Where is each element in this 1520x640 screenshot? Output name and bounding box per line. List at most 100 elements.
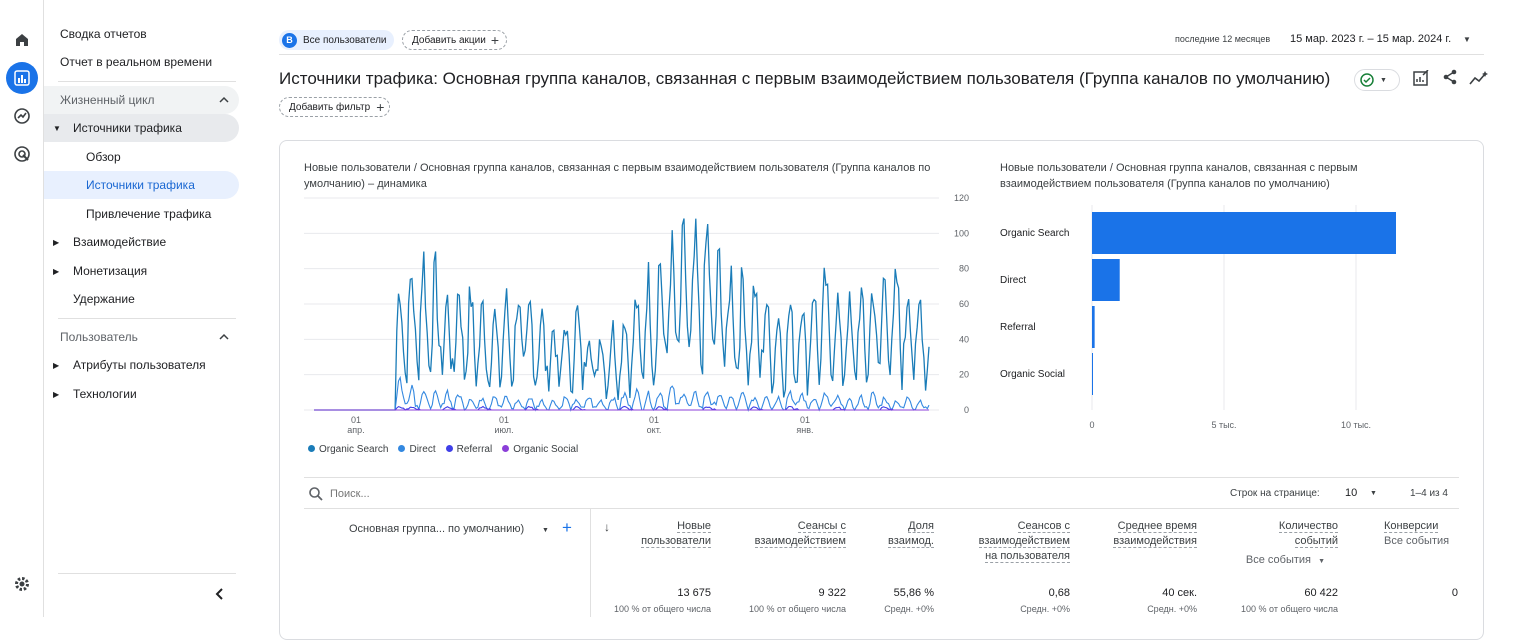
table-header-divider	[304, 508, 1459, 509]
caret-right-icon[interactable]: ▶	[53, 361, 60, 370]
sidebar-item-user-attributes[interactable]: Атрибуты пользователя	[73, 358, 206, 372]
x-tick-label: 5 тыс.	[1211, 420, 1236, 430]
chevron-down-icon[interactable]: ▼	[542, 527, 549, 534]
col-engaged-sessions[interactable]: Сеансы с взаимодействием	[754, 520, 846, 548]
sidebar-item-reports-snapshot[interactable]: Сводка отчетов	[60, 27, 147, 41]
caret-right-icon[interactable]: ▶	[53, 390, 60, 399]
col-engaged-per-user[interactable]: Сеансов с взаимодействием на пользователя	[978, 520, 1070, 563]
bar-category-label: Organic Search	[1000, 228, 1069, 239]
sidebar-section-user[interactable]: Пользователь	[60, 330, 138, 344]
main-content: B Все пользователи Добавить акции + посл…	[254, 0, 1520, 640]
chevron-up-icon[interactable]	[219, 96, 229, 104]
x-tick-label: янв.	[796, 425, 813, 435]
legend-organic-search[interactable]: Organic Search	[308, 444, 388, 455]
add-dimension-plus-icon[interactable]: +	[562, 518, 572, 537]
chevron-down-icon[interactable]: ▼	[1370, 490, 1377, 497]
bar-category-label: Organic Social	[1000, 369, 1065, 380]
caret-down-icon[interactable]: ▼	[53, 124, 61, 133]
x-tick-label: июл.	[494, 425, 513, 435]
x-tick-label: 01	[499, 415, 509, 425]
segment-chip[interactable]: B Все пользователи	[279, 30, 394, 50]
col-conversions[interactable]: Конверсии Все события	[1384, 520, 1450, 547]
collapse-chevron-left-icon[interactable]	[214, 587, 224, 601]
caret-right-icon[interactable]: ▶	[53, 238, 60, 247]
sort-down-arrow-icon[interactable]: ↓	[604, 520, 610, 534]
date-preset: последние 12 месяцев	[1175, 34, 1271, 44]
divider	[58, 318, 236, 319]
total-sub-avg-engagement-time: Средн. +0%	[1147, 604, 1197, 614]
sidebar-item-traffic-acquisition[interactable]: Источники трафика	[86, 178, 195, 192]
bar-chart: 0 5 тыс. 10 тыс. Organic Search Direct Referr…	[1000, 205, 1396, 430]
series-line-direct	[314, 375, 930, 412]
search-icon	[309, 487, 323, 501]
total-new-users: 13 675	[677, 587, 711, 599]
sidebar-section-lifecycle[interactable]: Жизненный цикл	[60, 93, 155, 107]
add-filter-button[interactable]: Добавить фильтр +	[279, 97, 390, 117]
column-divider	[590, 509, 591, 617]
share-icon[interactable]	[1442, 69, 1458, 85]
x-tick-label: окт.	[647, 425, 662, 435]
segment-label: Все пользователи	[303, 34, 387, 46]
total-sub-event-count: 100 % от общего числа	[1241, 604, 1338, 614]
bar-organic-social	[1092, 353, 1093, 395]
col-event-count[interactable]: Количество событий	[1278, 520, 1338, 548]
sidebar-item-overview[interactable]: Обзор	[86, 150, 121, 164]
rows-per-page-select[interactable]: 10	[1345, 487, 1358, 499]
sidebar-item-user-acquisition[interactable]: Привлечение трафика	[86, 207, 212, 221]
divider	[58, 573, 236, 574]
x-tick-label: 01	[800, 415, 810, 425]
search-input[interactable]	[330, 484, 630, 504]
col-new-users[interactable]: Новые пользователи	[641, 520, 711, 548]
status-dropdown[interactable]: ▼	[1354, 69, 1400, 91]
explore-icon[interactable]	[6, 100, 38, 132]
sidebar-item-retention[interactable]: Удержание	[73, 292, 135, 306]
legend-direct[interactable]: Direct	[398, 444, 436, 455]
customize-report-icon[interactable]	[1413, 70, 1429, 86]
home-icon[interactable]	[6, 24, 38, 56]
active-item-bg	[44, 171, 239, 199]
legend-referral[interactable]: Referral	[445, 444, 492, 455]
reports-icon[interactable]	[6, 62, 38, 94]
total-sub-engagement-rate: Средн. +0%	[884, 604, 934, 614]
segment-badge: B	[282, 32, 297, 48]
bar-chart-title: Новые пользователи / Основная группа кан…	[1000, 162, 1358, 190]
total-engaged-per-user: 0,68	[1048, 587, 1070, 599]
sidebar-item-monetization[interactable]: Монетизация	[73, 264, 148, 278]
sidebar-item-traffic-sources[interactable]: Источники трафика	[73, 121, 182, 135]
bar-category-label: Direct	[1000, 275, 1026, 286]
date-dropdown-icon[interactable]: ▼	[1463, 35, 1471, 44]
add-filter-label: Добавить фильтр	[289, 101, 371, 113]
sidebar-item-engagement[interactable]: Взаимодействие	[73, 235, 167, 249]
x-tick-label: 10 тыс.	[1341, 420, 1371, 430]
sidebar-item-tech[interactable]: Технологии	[73, 387, 137, 401]
x-tick-label: 0	[1089, 420, 1094, 430]
bar-organic-search	[1092, 212, 1396, 254]
divider	[58, 81, 236, 82]
series-line-organic-search	[314, 218, 930, 411]
event-count-filter[interactable]: Все события ▼	[1245, 554, 1325, 566]
total-conversions: 0	[1451, 587, 1458, 599]
settings-gear-icon[interactable]	[6, 568, 38, 600]
y-tick-label: 80	[959, 264, 969, 274]
sidebar-item-realtime[interactable]: Отчет в реальном времени	[60, 55, 213, 69]
dimension-select[interactable]: Основная группа... по умолчанию)	[349, 523, 525, 535]
legend-organic-social[interactable]: Organic Social	[502, 444, 578, 455]
insights-icon[interactable]	[1469, 70, 1489, 86]
traffic-group-bg	[44, 114, 239, 142]
bar-referral	[1092, 306, 1095, 348]
caret-right-icon[interactable]: ▶	[53, 267, 60, 276]
chevron-up-icon[interactable]	[219, 333, 229, 341]
section-lifecycle-bg	[44, 86, 239, 114]
table-divider	[304, 477, 1459, 478]
total-sub-new-users: 100 % от общего числа	[614, 604, 711, 614]
add-comparison-button[interactable]: Добавить акции +	[402, 30, 507, 50]
bar-direct	[1092, 259, 1120, 301]
y-tick-label: 0	[964, 405, 969, 415]
col-engagement-rate[interactable]: Доля взаимод.	[888, 520, 934, 548]
date-range[interactable]: 15 мар. 2023 г. – 15 мар. 2024 г.	[1290, 33, 1452, 45]
plus-icon: +	[376, 99, 385, 115]
col-avg-engagement-time[interactable]: Среднее время взаимодействия	[1113, 520, 1197, 548]
pagination-label: 1–4 из 4	[1410, 488, 1448, 499]
advertising-icon[interactable]	[6, 138, 38, 170]
